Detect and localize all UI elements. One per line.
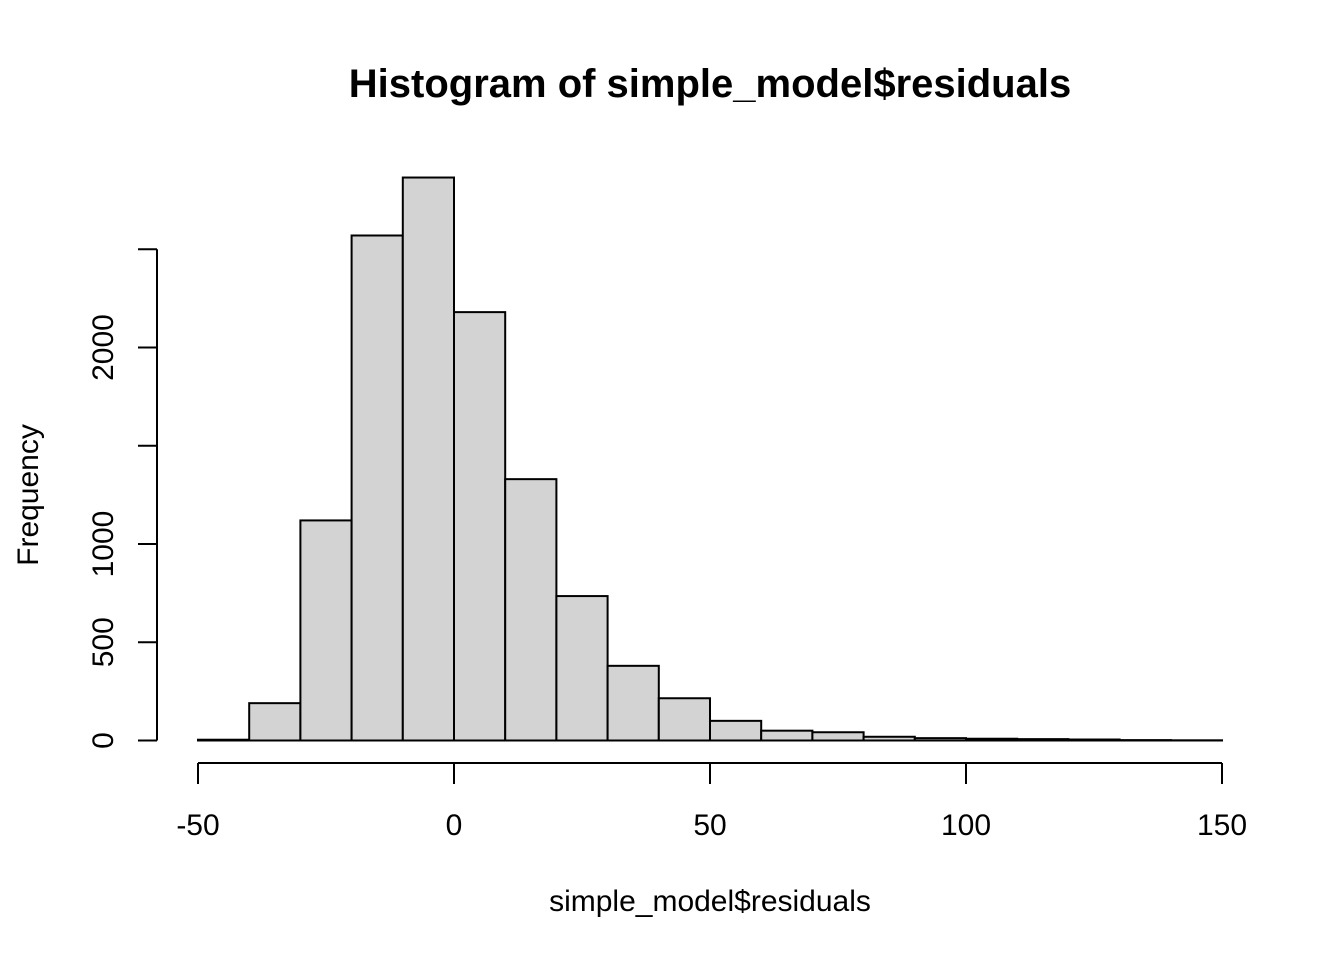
histogram-bar [606,664,660,742]
histogram-bar [760,729,814,742]
histogram-bar [453,311,507,742]
x-tick-label: 50 [693,809,726,842]
histogram-bar [299,519,353,742]
x-tick-label: -50 [176,809,219,842]
histogram-bar [504,478,558,742]
histogram-bar [350,234,404,742]
histogram-bar [657,697,711,742]
histogram-bar [1067,738,1121,742]
histogram-bar [965,737,1019,742]
y-tick-label: 2000 [87,314,120,381]
histogram-bar [1016,738,1070,742]
chart-title: Histogram of simple_model$residuals [348,62,1072,106]
histogram-bar [913,737,967,742]
x-tick-label: 150 [1197,809,1247,842]
histogram-bar [555,595,609,742]
x-axis-title: simple_model$residuals [549,885,871,918]
histogram-bar [248,702,302,742]
y-tick-label: 1000 [87,511,120,578]
y-axis-title: Frequency [12,424,45,566]
histogram-bar [401,176,455,742]
y-tick-label: 500 [87,617,120,667]
histogram-bar [811,731,865,742]
histogram-bar [862,735,916,742]
x-tick-label: 100 [941,809,991,842]
x-tick-label: 0 [446,809,463,842]
histogram-bar [197,738,251,742]
y-tick-label: 0 [87,732,120,749]
histogram-bar [709,719,763,742]
